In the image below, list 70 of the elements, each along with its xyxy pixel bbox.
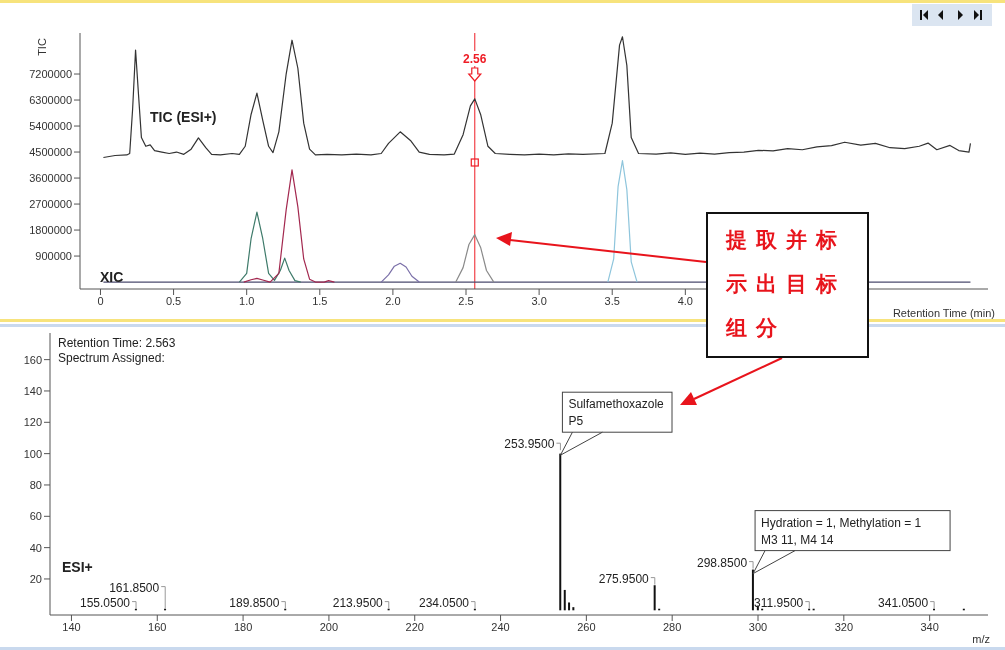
x-tick-label: 260 [577,620,596,633]
y-tick-label: 60 [29,510,42,523]
y-tick-label: 120 [23,416,42,429]
x-tick-label: 0 [97,294,104,307]
x-tick-label: 300 [748,620,768,633]
bar [563,589,566,611]
x-tick-label: 320 [834,620,853,633]
x-tick-label: 1.5 [312,294,328,307]
line-series [243,169,336,283]
annotation: Hydration = 1, Methylation = 1 M3 11, M4 14 [761,515,922,547]
y-tick-label: 2700000 [29,197,72,210]
y-tick-label: 80 [29,478,42,491]
y-tick-label: 100 [23,447,42,460]
y-axis-title: TIC [36,38,48,56]
y-tick-label: 3600000 [29,171,72,184]
x-tick-label: 240 [491,620,510,633]
y-tick-label: 6300000 [29,93,72,106]
bar [751,569,754,611]
annotation: Sulfamethoxazole P5 [568,397,665,429]
annotation: Retention Time: 2.563 [58,336,176,350]
line-series [380,262,420,283]
series-label: XIC [100,268,124,285]
line-series [102,36,972,159]
x-tick-label: 0.5 [165,294,182,307]
series-label: TIC (ESI+) [150,109,217,126]
x-tick-label: 180 [233,620,253,633]
bar [559,453,562,611]
annotation: 341.0500 [878,595,929,610]
x-tick-label: 140 [62,620,81,633]
x-tick-label: 3.5 [604,294,620,307]
y-tick-label: 7200000 [29,67,72,80]
x-axis-title: Retention Time (min) [892,307,995,319]
line-series [455,234,495,283]
x-tick-label: 220 [405,620,424,633]
y-tick-label: 4500000 [29,145,72,158]
y-tick-label: 5400000 [29,119,72,132]
annotation: 155.0500 [79,595,131,610]
x-tick-label: 160 [148,620,167,633]
line-series [238,211,302,283]
bar [572,607,575,611]
annotation: 311.9500 [754,595,804,610]
annotation: 234.0500 [418,595,470,610]
x-tick-label: 200 [319,620,339,633]
annotation: 提取并标示出目标组分 [726,227,847,342]
y-tick-label: 900000 [35,249,72,262]
y-tick-label: 1800000 [29,223,72,236]
text: ESI+ [62,559,93,576]
x-tick-label: 1.0 [239,294,255,307]
x-tick-label: 2.5 [458,294,474,307]
annotation: 161.8500 [109,580,160,595]
y-tick-label: 40 [29,541,42,554]
annotation: Spectrum Assigned: [58,351,165,365]
x-axis-title: m/z [972,633,990,645]
y-tick-label: 20 [29,572,42,585]
annotation: 189.8500 [229,595,280,610]
y-tick-label: 160 [23,353,42,366]
x-tick-label: 3.0 [531,294,547,307]
line-series [607,160,638,283]
bar [653,585,656,611]
x-tick-label: 4.0 [677,294,693,307]
bar [568,602,571,611]
annotation: 298.8500 [697,555,748,570]
y-tick-label: 140 [23,384,42,397]
x-tick-label: 340 [920,620,939,633]
x-tick-label: 280 [663,620,682,633]
annotation: 253.9500 [504,437,555,452]
x-tick-label: 2.0 [385,294,401,307]
annotation: 213.9500 [332,595,384,610]
ref-line-label: 2.56 [463,52,487,66]
annotation: 275.9500 [598,571,650,586]
